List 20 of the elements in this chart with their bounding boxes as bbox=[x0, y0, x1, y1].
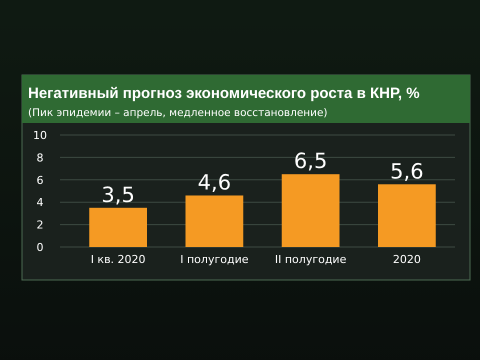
bar bbox=[186, 195, 244, 247]
y-tick-label: 4 bbox=[36, 196, 44, 210]
chart-subtitle: (Пик эпидемии – апрель, медленное восстановление) bbox=[28, 107, 328, 119]
x-tick-label: 2020 bbox=[392, 253, 421, 266]
x-tick-label: II полугодие bbox=[274, 253, 347, 266]
y-tick-label: 0 bbox=[36, 241, 44, 254]
data-label: 5,6 bbox=[390, 159, 424, 184]
bar bbox=[282, 174, 340, 247]
x-tick-label: I кв. 2020 bbox=[90, 253, 146, 266]
bar bbox=[89, 208, 147, 247]
data-label: 3,5 bbox=[101, 182, 135, 207]
chart-title: Негативный прогноз экономического роста в КНР, % bbox=[28, 85, 420, 102]
data-label: 6,5 bbox=[294, 149, 328, 174]
bar bbox=[378, 184, 436, 247]
y-tick-label: 2 bbox=[36, 218, 44, 232]
data-label: 4,6 bbox=[198, 170, 232, 194]
y-tick-label: 8 bbox=[36, 151, 44, 164]
y-tick-label: 6 bbox=[36, 174, 44, 187]
x-tick-label: I полугодие bbox=[180, 253, 249, 266]
y-tick-label: 10 bbox=[33, 129, 47, 142]
